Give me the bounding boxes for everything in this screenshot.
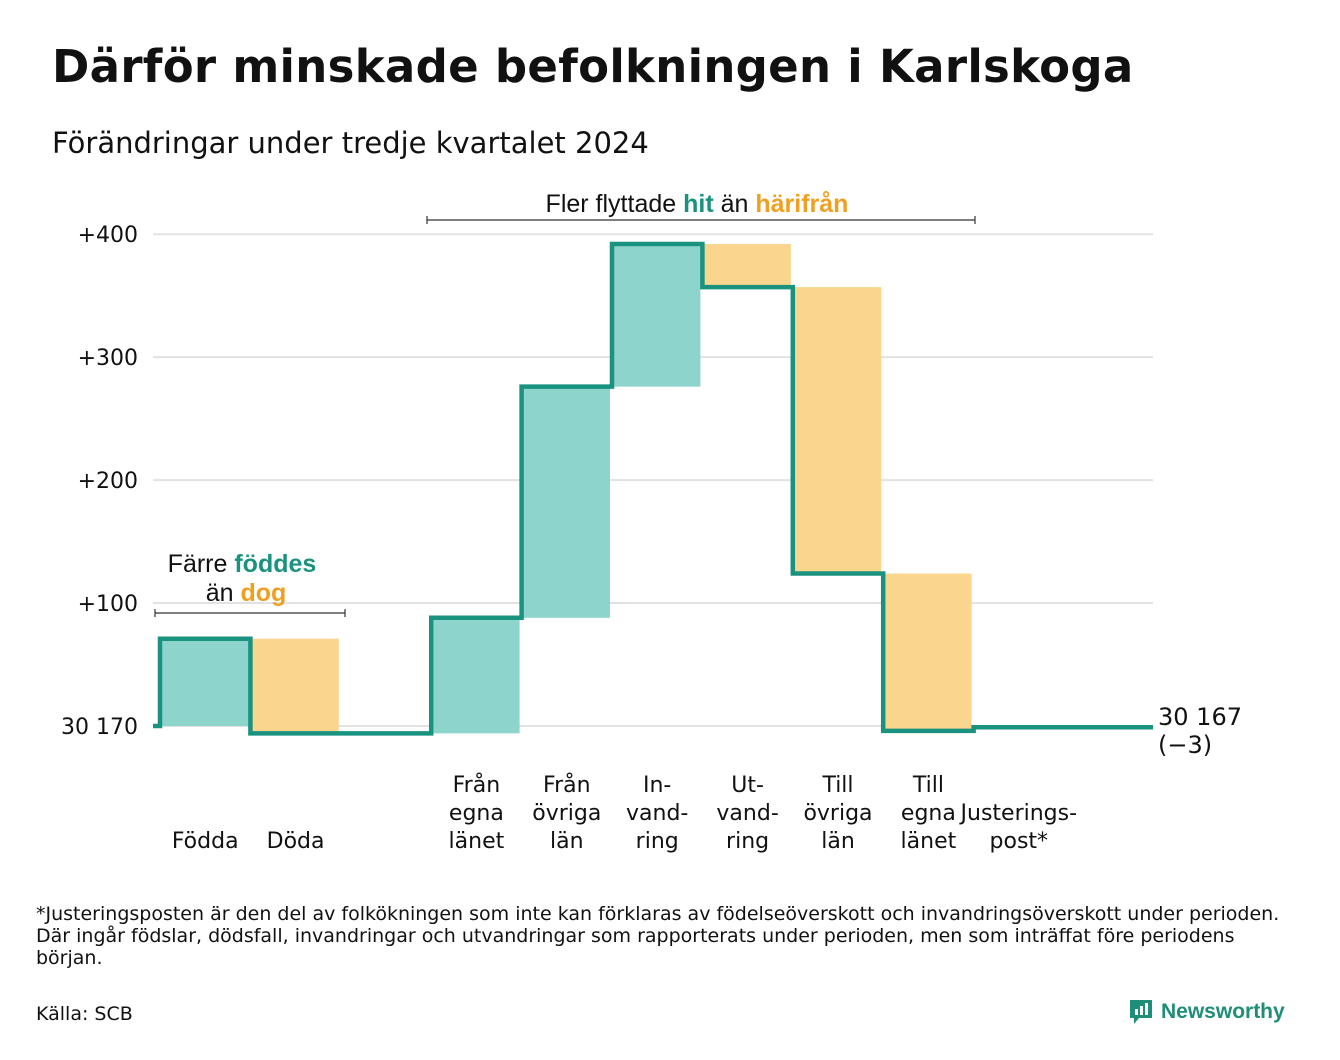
category-label: Döda: [267, 829, 325, 854]
category-label: Justerings-: [959, 801, 1078, 826]
y-tick-label: 30 170: [61, 715, 138, 740]
category-label: vand-: [716, 801, 778, 826]
category-label: Ut-: [731, 773, 764, 798]
category-label: post*: [990, 829, 1049, 854]
brand: Newsworthy: [1128, 998, 1285, 1026]
brand-name: Newsworthy: [1161, 1000, 1285, 1023]
footnote: *Justeringsposten är den del av folkökni…: [36, 903, 1280, 969]
bars: [162, 244, 972, 734]
category-label: egna: [901, 801, 956, 826]
migration-annotation: Fler flyttade hit än härifrån: [546, 190, 849, 218]
births-annotation-line1-part: föddes: [227, 550, 316, 578]
waterfall-bar: [794, 287, 882, 574]
category-label: ring: [636, 829, 679, 854]
category-label: vand-: [626, 801, 688, 826]
births-annotation-line1-part: Färre: [168, 550, 228, 578]
births-annotation-line2-part: dog: [234, 579, 287, 607]
y-axis-ticks: 30 170 +100 +200 +300 +400: [61, 223, 138, 740]
births-annotation-line2-part: än: [206, 579, 234, 607]
category-label: län: [550, 829, 584, 854]
migration-annotation-part: härifrån: [748, 190, 848, 218]
end-change-label: (−3): [1158, 731, 1212, 759]
category-label: länet: [449, 829, 505, 854]
births-annotation-line2: än dog: [206, 579, 287, 607]
y-tick-label: +300: [78, 346, 138, 371]
category-label: ring: [726, 829, 769, 854]
category-label: egna: [449, 801, 504, 826]
y-tick-label: +100: [78, 592, 138, 617]
births-annotation-line1: Färre föddes: [168, 550, 317, 578]
category-label: Från: [543, 772, 591, 798]
category-label: Födda: [172, 829, 239, 854]
waterfall-bar: [523, 386, 610, 618]
category-label: Från: [453, 772, 501, 798]
y-tick-label: +400: [78, 223, 138, 248]
category-label: länet: [901, 829, 957, 854]
waterfall-bar: [614, 244, 701, 387]
waterfall-step-line: [153, 241, 1153, 736]
category-label: övriga: [803, 801, 872, 826]
category-label: In-: [643, 773, 671, 798]
waterfall-bar: [162, 638, 249, 726]
waterfall-chart: 30 167(−3) 30 170 +100 +200 +300 +400 Födda D…: [61, 190, 1242, 854]
step-line: 30 167(−3): [153, 241, 1242, 759]
waterfall-bar: [704, 244, 791, 288]
category-labels: Födda Döda Från egna länet Från övriga län In-va…: [172, 772, 1077, 854]
migration-annotation-part: Fler flyttade: [546, 190, 677, 218]
waterfall-bar: [252, 638, 339, 734]
category-label: Till: [912, 773, 944, 798]
y-tick-label: +200: [78, 469, 138, 494]
end-value-label: 30 167: [1158, 703, 1242, 731]
chart-subtitle: Förändringar under tredje kvartalet 2024: [52, 126, 649, 160]
category-label: Till: [821, 773, 853, 798]
waterfall-bar: [885, 573, 972, 731]
category-label: län: [821, 829, 855, 854]
newsworthy-logo-icon: [1130, 1000, 1152, 1024]
migration-annotation-part: hit: [676, 190, 714, 218]
waterfall-bar: [433, 617, 520, 734]
migration-annotation-part: än: [714, 190, 749, 218]
chart-title: Därför minskade befolkningen i Karlskoga: [52, 40, 1134, 93]
category-label: övriga: [532, 801, 601, 826]
source-label: Källa: SCB: [36, 1003, 133, 1025]
